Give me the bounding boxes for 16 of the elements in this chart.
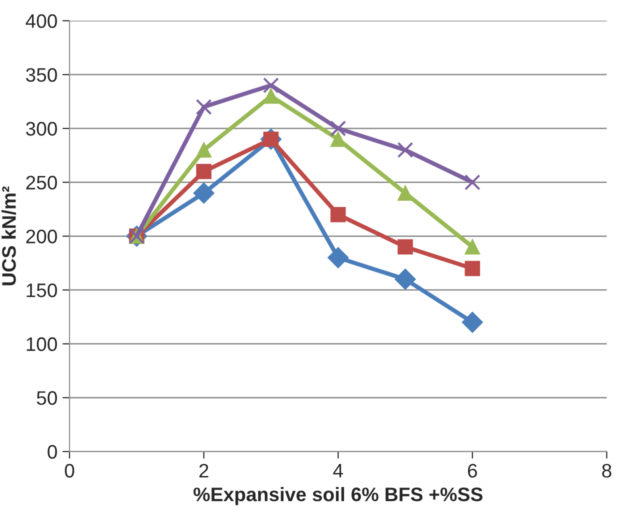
y-tick-label: 0 [48,445,57,459]
y-tick-label: 300 [26,122,57,136]
x-tick-label: 0 [64,464,74,478]
y-tick-label: 250 [26,176,57,190]
y-axis-title: UCS kN/m² [2,186,16,286]
x-tick-label: 8 [602,464,612,478]
y-tick-label: 100 [26,337,57,352]
y-tick-label: 200 [26,230,57,244]
y-tick-label: 150 [26,283,57,298]
y-tick-label: 350 [26,68,57,82]
x-tick-label: 4 [333,464,343,478]
x-tick-label: 2 [199,464,208,478]
y-tick-label: 50 [36,391,57,405]
x-axis-title: %Expansive soil 6% BFS +%SS [194,487,482,506]
x-tick-label: 6 [468,464,477,478]
y-tick-label: 400 [26,14,57,28]
